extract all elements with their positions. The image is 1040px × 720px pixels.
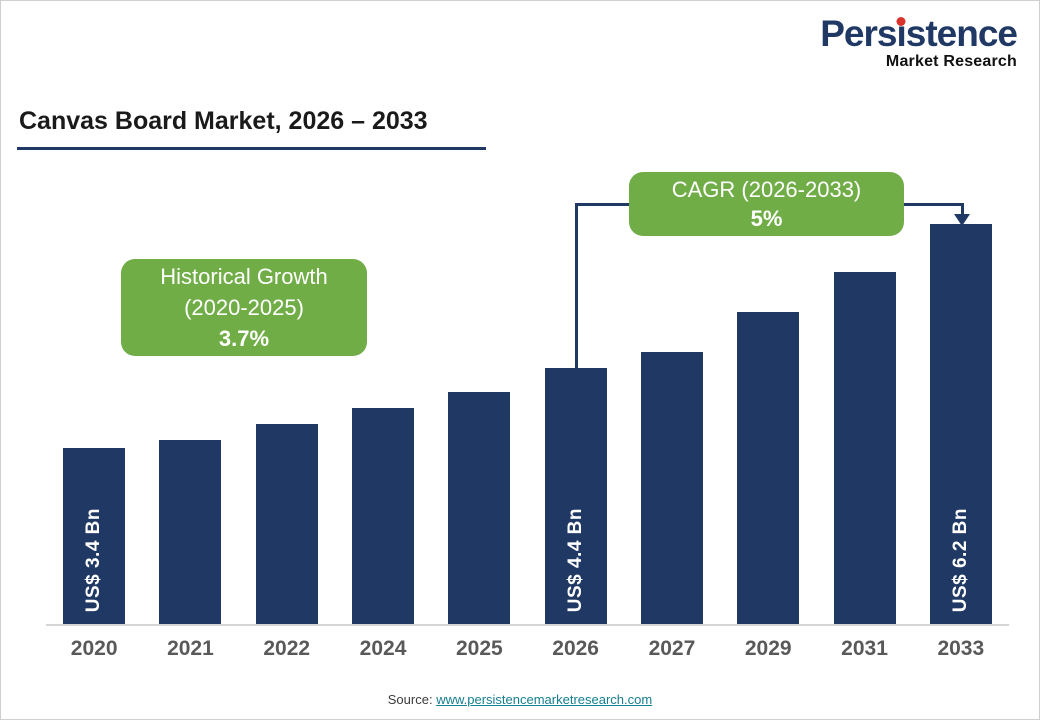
bar-column-2033: US$ 6.2 Bn <box>913 224 1009 624</box>
bar-2029 <box>737 312 800 624</box>
bar-column-2026: US$ 4.4 Bn <box>527 226 623 624</box>
x-axis-label-2020: 2020 <box>70 637 118 660</box>
bar-value-label-2020: US$ 3.4 Bn <box>83 507 105 612</box>
title-underline <box>17 147 486 150</box>
cagr-line1: CAGR (2026-2033) <box>671 177 862 202</box>
cagr-value: 5% <box>750 206 783 231</box>
bar-2027 <box>640 352 703 624</box>
cagr-connector-right-vertical <box>961 203 964 217</box>
pmr-logo: Persi stence Market Research <box>820 13 1018 70</box>
x-axis: 2020 2021 2022 2024 2025 2026 2027 2029 2031 2033 <box>46 637 1009 661</box>
logo-subtitle: Market Research <box>885 53 1017 70</box>
bar-column-2027 <box>624 226 720 624</box>
cagr-connector-right-horizontal <box>901 203 964 206</box>
source-prefix: Source: <box>387 692 437 707</box>
x-axis-label-2021: 2021 <box>167 637 214 660</box>
historical-growth-value: 3.7% <box>218 326 270 351</box>
bar-column-2024 <box>335 226 431 624</box>
bar-column-2025 <box>431 226 527 624</box>
logo-letter-i: i <box>896 13 906 54</box>
x-axis-label-2026: 2026 <box>552 637 599 660</box>
bar-column-2020: US$ 3.4 Bn <box>46 226 142 624</box>
cagr-connector-left-vertical <box>575 203 578 370</box>
x-axis-label-2024: 2024 <box>359 637 407 660</box>
arrow-down-icon <box>954 214 970 226</box>
x-axis-label-2025: 2025 <box>455 637 503 660</box>
logo-text-pre: Pers <box>820 13 897 54</box>
x-axis-label-2031: 2031 <box>841 637 888 660</box>
chart-title: Canvas Board Market, 2026 – 2033 <box>19 107 428 135</box>
source-line: Source: www.persistencemarketresearch.co… <box>1 692 1039 707</box>
bar-2021 <box>159 440 222 624</box>
bar-column-2022 <box>239 226 335 624</box>
bar-2031 <box>833 272 896 624</box>
cagr-callout: CAGR (2026-2033) 5% <box>629 172 904 236</box>
bar-column-2031 <box>816 226 912 624</box>
bar-column-2029 <box>720 226 816 624</box>
x-axis-label-2029: 2029 <box>744 637 792 660</box>
bar-2020: US$ 3.4 Bn <box>63 448 126 624</box>
logo-text-post: stence <box>905 13 1018 54</box>
bar-column-2021 <box>142 226 238 624</box>
historical-growth-line1: Historical Growth <box>160 264 328 289</box>
x-axis-label-2027: 2027 <box>648 637 696 660</box>
logo-wordmark: Persi stence <box>820 13 1018 54</box>
bar-value-label-2033: US$ 6.2 Bn <box>949 507 971 612</box>
bar-value-label-2026: US$ 4.4 Bn <box>564 507 586 612</box>
x-axis-label-2033: 2033 <box>937 637 985 660</box>
bar-2026: US$ 4.4 Bn <box>544 368 607 624</box>
historical-growth-callout: Historical Growth (2020-2025) 3.7% <box>121 259 367 356</box>
x-axis-label-2022: 2022 <box>263 637 311 660</box>
logo-red-dot-icon <box>896 17 906 26</box>
bar-2025 <box>448 392 511 624</box>
bar-2033: US$ 6.2 Bn <box>929 224 992 624</box>
bar-2022 <box>255 424 318 624</box>
cagr-connector-left-horizontal <box>575 203 635 206</box>
source-link[interactable]: www.persistencemarketresearch.com <box>436 692 653 707</box>
bar-2024 <box>352 408 415 624</box>
bar-chart: US$ 3.4 Bn US$ 4.4 Bn US$ 6.2 Bn <box>46 224 1009 626</box>
historical-growth-line2: (2020-2025) <box>184 295 304 320</box>
